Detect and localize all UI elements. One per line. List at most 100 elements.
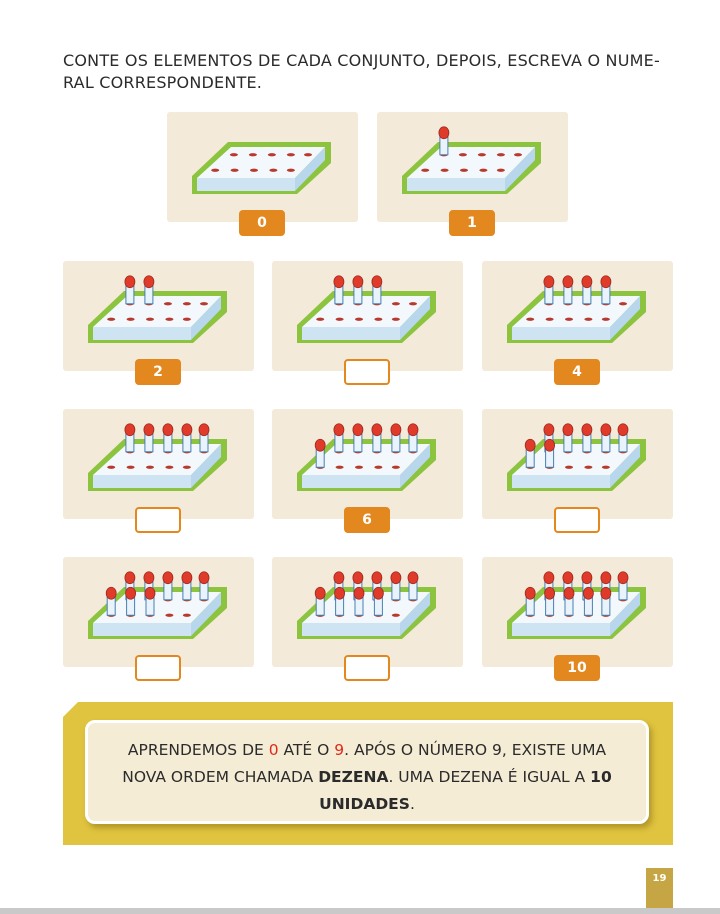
peg-hole xyxy=(565,317,573,321)
peg xyxy=(143,275,155,305)
note-number-nine: 9 xyxy=(334,741,345,759)
peg-hole xyxy=(182,302,191,306)
peg-hole xyxy=(584,317,593,321)
peg xyxy=(617,423,629,453)
set-card: 1 xyxy=(377,112,568,236)
pegboard-illustration xyxy=(297,275,436,343)
peg xyxy=(581,275,593,305)
answer-box[interactable] xyxy=(344,655,390,681)
peg-hole xyxy=(335,317,344,321)
peg xyxy=(143,423,155,453)
peg xyxy=(162,423,174,453)
peg-hole xyxy=(126,317,135,321)
peg xyxy=(333,423,345,453)
peg xyxy=(524,438,536,468)
board-front xyxy=(197,178,295,191)
peg-hole xyxy=(355,317,363,321)
peg xyxy=(373,586,384,616)
peg xyxy=(562,275,574,305)
board-front xyxy=(512,475,610,488)
peg-hole xyxy=(584,465,593,469)
note-text: APRENDEMOS DE xyxy=(127,741,269,759)
answer-box: 1 xyxy=(449,210,495,236)
board-side xyxy=(295,147,325,191)
set-card xyxy=(482,409,673,533)
peg-hole xyxy=(163,302,172,306)
peg xyxy=(371,423,383,453)
note-text: . xyxy=(409,795,415,813)
peg-hole xyxy=(107,317,116,321)
note-text: . APÓS O NÚMERO 9, EXISTE UMA NOVA ORDEM… xyxy=(122,741,607,786)
pegboard-illustration xyxy=(507,423,646,491)
peg-hole xyxy=(230,168,239,172)
peg-hole xyxy=(479,168,488,172)
answer-box[interactable] xyxy=(344,359,390,385)
peg-hole xyxy=(545,317,554,321)
peg-hole xyxy=(286,153,295,157)
pegboard-illustration xyxy=(297,423,436,491)
peg xyxy=(407,571,419,601)
peg-hole xyxy=(458,153,467,157)
answer-box[interactable] xyxy=(135,507,181,533)
peg xyxy=(600,586,612,616)
peg xyxy=(314,586,326,616)
peg-hole xyxy=(619,302,627,306)
peg-hole xyxy=(146,317,154,321)
set-card xyxy=(272,557,463,681)
board-front xyxy=(302,327,400,340)
peg-hole xyxy=(355,465,363,469)
peg-hole xyxy=(565,465,573,469)
peg xyxy=(314,438,326,468)
peg-hole xyxy=(267,153,276,157)
note-text: . UMA DEZENA É IGUAL A xyxy=(388,768,591,786)
peg xyxy=(600,275,612,305)
peg-hole xyxy=(200,302,208,306)
peg-hole xyxy=(391,613,400,617)
board-side xyxy=(610,592,640,636)
answer-box[interactable] xyxy=(554,507,600,533)
peg xyxy=(600,423,612,453)
peg-hole xyxy=(477,153,486,157)
peg-hole xyxy=(182,317,191,321)
peg-hole xyxy=(374,317,383,321)
peg xyxy=(524,586,536,616)
peg-hole xyxy=(165,613,174,617)
board-side xyxy=(610,296,640,340)
peg-hole xyxy=(440,168,449,172)
peg xyxy=(544,586,555,616)
board-side xyxy=(400,296,430,340)
set-card xyxy=(63,409,254,533)
answer-box[interactable] xyxy=(135,655,181,681)
peg xyxy=(124,275,136,305)
board-front xyxy=(302,475,400,488)
note-number-zero: 0 xyxy=(268,741,279,759)
board-side xyxy=(191,444,221,488)
peg-hole xyxy=(514,153,522,157)
pegboard-illustration xyxy=(507,571,646,639)
board-side xyxy=(400,592,430,636)
note-text: ATÉ O xyxy=(278,741,335,759)
peg-hole xyxy=(165,317,174,321)
peg xyxy=(543,275,555,305)
pegboard-illustration xyxy=(88,423,227,491)
instruction-line-1: CONTE OS ELEMENTOS DE CADA CONJUNTO, DEP… xyxy=(63,51,660,70)
bottom-divider xyxy=(0,908,720,914)
peg-hole xyxy=(374,465,383,469)
peg xyxy=(390,571,402,601)
peg xyxy=(144,586,156,616)
board-front xyxy=(302,623,400,636)
peg-hole xyxy=(248,153,257,157)
pegboard-illustration xyxy=(88,571,227,639)
board-side xyxy=(505,147,535,191)
peg-hole xyxy=(304,153,312,157)
peg xyxy=(583,586,594,616)
peg-hole xyxy=(496,168,505,172)
peg-hole xyxy=(526,317,535,321)
peg-hole xyxy=(421,168,430,172)
peg xyxy=(438,126,450,156)
peg xyxy=(581,423,593,453)
peg-hole xyxy=(107,465,116,469)
note-box: APRENDEMOS DE 0 ATÉ O 9. APÓS O NÚMERO 9… xyxy=(85,720,649,824)
set-card: 10 xyxy=(482,557,673,681)
peg-hole xyxy=(165,465,174,469)
